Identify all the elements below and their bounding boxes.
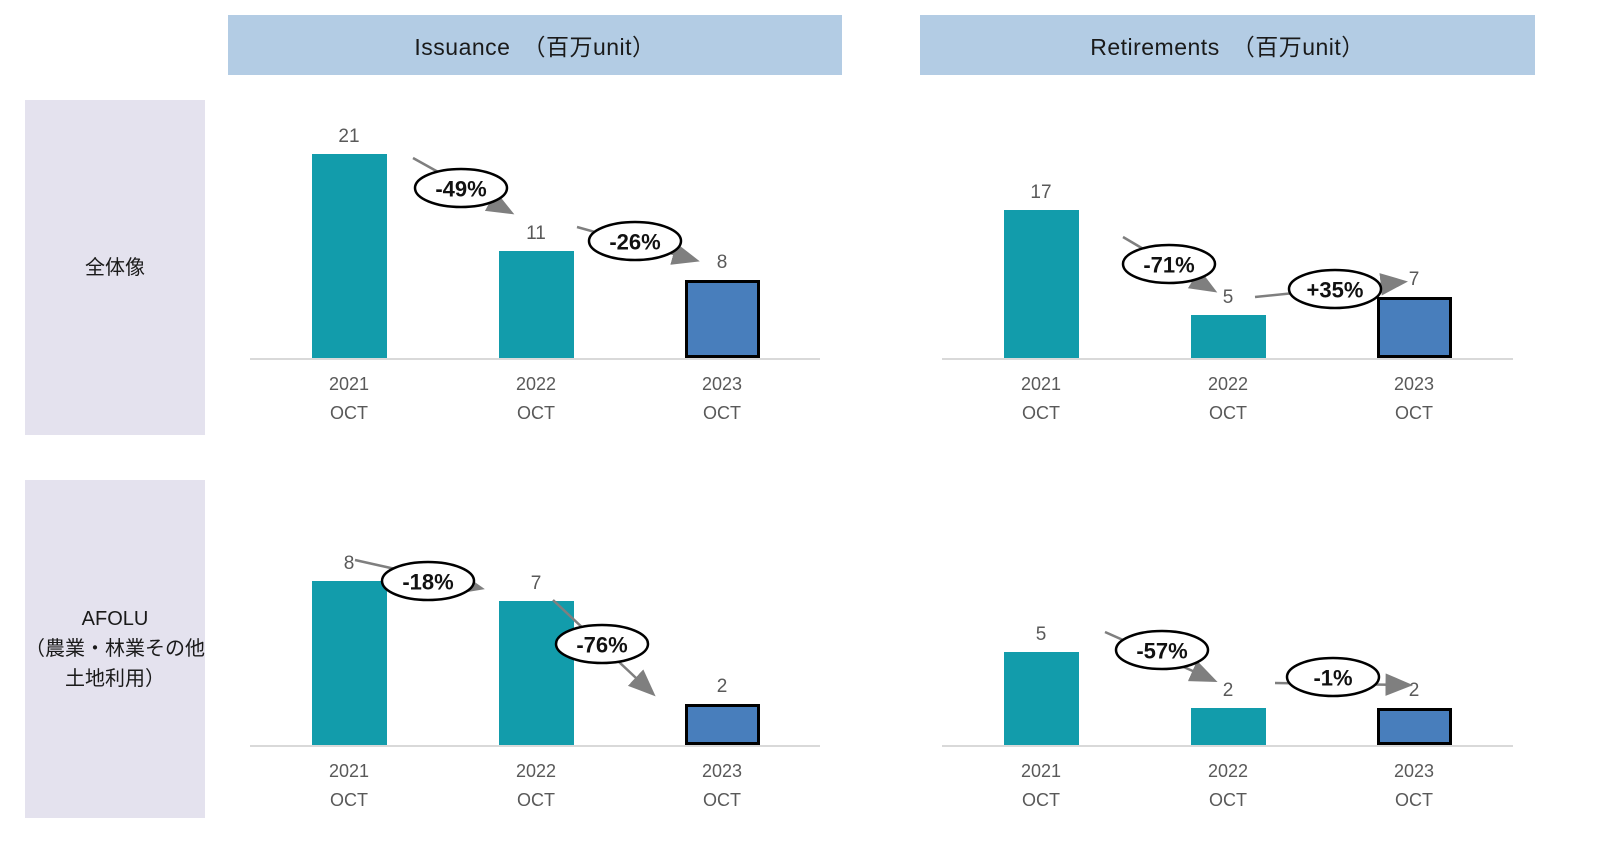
column-header-retirements: Retirements （百万unit） (920, 15, 1535, 75)
axis-tick-line: OCT (330, 403, 368, 423)
bar-2021-oct (1003, 652, 1079, 745)
axis-tick-2021-oct: 2021 OCT (289, 370, 409, 428)
axis-tick-line: OCT (1022, 790, 1060, 810)
bar-2023-oct (1376, 297, 1452, 358)
value-label-2021-oct: 5 (1035, 624, 1047, 645)
value-label-2023-oct: 2 (1408, 680, 1420, 701)
axis-tick-2022-oct: 2022 OCT (476, 370, 596, 428)
axis-tick-line: OCT (703, 790, 741, 810)
plot-area: 5 2 2 (920, 540, 1535, 745)
plot-area: 8 7 2 (228, 540, 842, 745)
value-label-2023-oct: 2 (716, 676, 728, 697)
axis-tick-line: 2023 (701, 374, 743, 394)
value-label-2021-oct: 21 (338, 126, 360, 147)
plot-area: 17 5 7 (920, 115, 1535, 358)
axis-tick-line: OCT (1395, 790, 1433, 810)
axis-tick-line: 2021 (1020, 761, 1062, 781)
axis-tick-line: OCT (1395, 403, 1433, 423)
value-label-2022-oct: 7 (530, 573, 542, 594)
bar-2022-oct (1190, 708, 1266, 745)
x-axis-line (250, 358, 820, 360)
value-label-2023-oct: 8 (716, 252, 728, 273)
column-header-issuance: Issuance （百万unit） (228, 15, 842, 75)
bar-2022-oct (1190, 315, 1266, 358)
axis-tick-line: OCT (1022, 403, 1060, 423)
plot-area: 21 11 8 (228, 115, 842, 358)
bar-2021-oct (1003, 210, 1079, 358)
axis-tick-line: OCT (330, 790, 368, 810)
axis-tick-line: 2023 (1393, 374, 1435, 394)
axis-tick-line: 2023 (1393, 761, 1435, 781)
axis-tick-2022-oct: 2022 OCT (1168, 370, 1288, 428)
row-label-afolu-title: AFOLU (81, 608, 149, 630)
chart-afolu-issuance: 8 7 2 2021 OCT 2022 OCT 2023 OCT -18% -76% (228, 540, 842, 825)
axis-tick-2021-oct: 2021 OCT (981, 757, 1101, 815)
axis-tick-2021-oct: 2021 OCT (981, 370, 1101, 428)
x-axis-line (250, 745, 820, 747)
axis-tick-line: 2021 (328, 761, 370, 781)
axis-tick-line: OCT (1209, 790, 1247, 810)
chart-afolu-retirements: 5 2 2 2021 OCT 2022 OCT 2023 OCT -57% -1% (920, 540, 1535, 825)
bar-2023-oct (684, 280, 760, 358)
bar-2022-oct (498, 601, 574, 745)
axis-tick-line: 2021 (1020, 374, 1062, 394)
axis-tick-line: 2023 (701, 761, 743, 781)
axis-tick-2023-oct: 2023 OCT (1354, 370, 1474, 428)
axis-tick-line: OCT (517, 403, 555, 423)
axis-tick-2023-oct: 2023 OCT (662, 757, 782, 815)
axis-tick-line: OCT (517, 790, 555, 810)
axis-tick-2022-oct: 2022 OCT (1168, 757, 1288, 815)
x-axis-line (942, 745, 1513, 747)
bar-2021-oct (311, 154, 387, 358)
row-label-afolu: AFOLU （農業・林業その他土地利用） (25, 480, 205, 818)
value-label-2023-oct: 7 (1408, 269, 1420, 290)
bar-2023-oct (684, 704, 760, 745)
axis-tick-2023-oct: 2023 OCT (1354, 757, 1474, 815)
bar-2022-oct (498, 251, 574, 358)
value-label-2021-oct: 17 (1030, 182, 1052, 203)
value-label-2021-oct: 8 (343, 553, 355, 574)
axis-tick-line: 2022 (515, 761, 557, 781)
x-axis-line (942, 358, 1513, 360)
axis-tick-2023-oct: 2023 OCT (662, 370, 782, 428)
axis-tick-line: OCT (1209, 403, 1247, 423)
axis-tick-line: 2022 (1207, 374, 1249, 394)
bar-2023-oct (1376, 708, 1452, 745)
axis-tick-line: 2022 (515, 374, 557, 394)
axis-tick-line: OCT (703, 403, 741, 423)
row-label-overall: 全体像 (25, 100, 205, 435)
axis-tick-line: 2021 (328, 374, 370, 394)
bar-2021-oct (311, 581, 387, 745)
value-label-2022-oct: 11 (526, 223, 546, 244)
row-label-overall-text: 全体像 (85, 256, 145, 279)
row-label-afolu-subtitle: （農業・林業その他土地利用） (25, 638, 205, 690)
axis-tick-line: 2022 (1207, 761, 1249, 781)
axis-tick-2022-oct: 2022 OCT (476, 757, 596, 815)
chart-overall-retirements: 17 5 7 2021 OCT 2022 OCT 2023 OCT -71% +35% (920, 115, 1535, 435)
axis-tick-2021-oct: 2021 OCT (289, 757, 409, 815)
value-label-2022-oct: 2 (1222, 680, 1234, 701)
chart-overall-issuance: 21 11 8 2021 OCT 2022 OCT 2023 OCT -49% -26% (228, 115, 842, 435)
value-label-2022-oct: 5 (1222, 287, 1234, 308)
